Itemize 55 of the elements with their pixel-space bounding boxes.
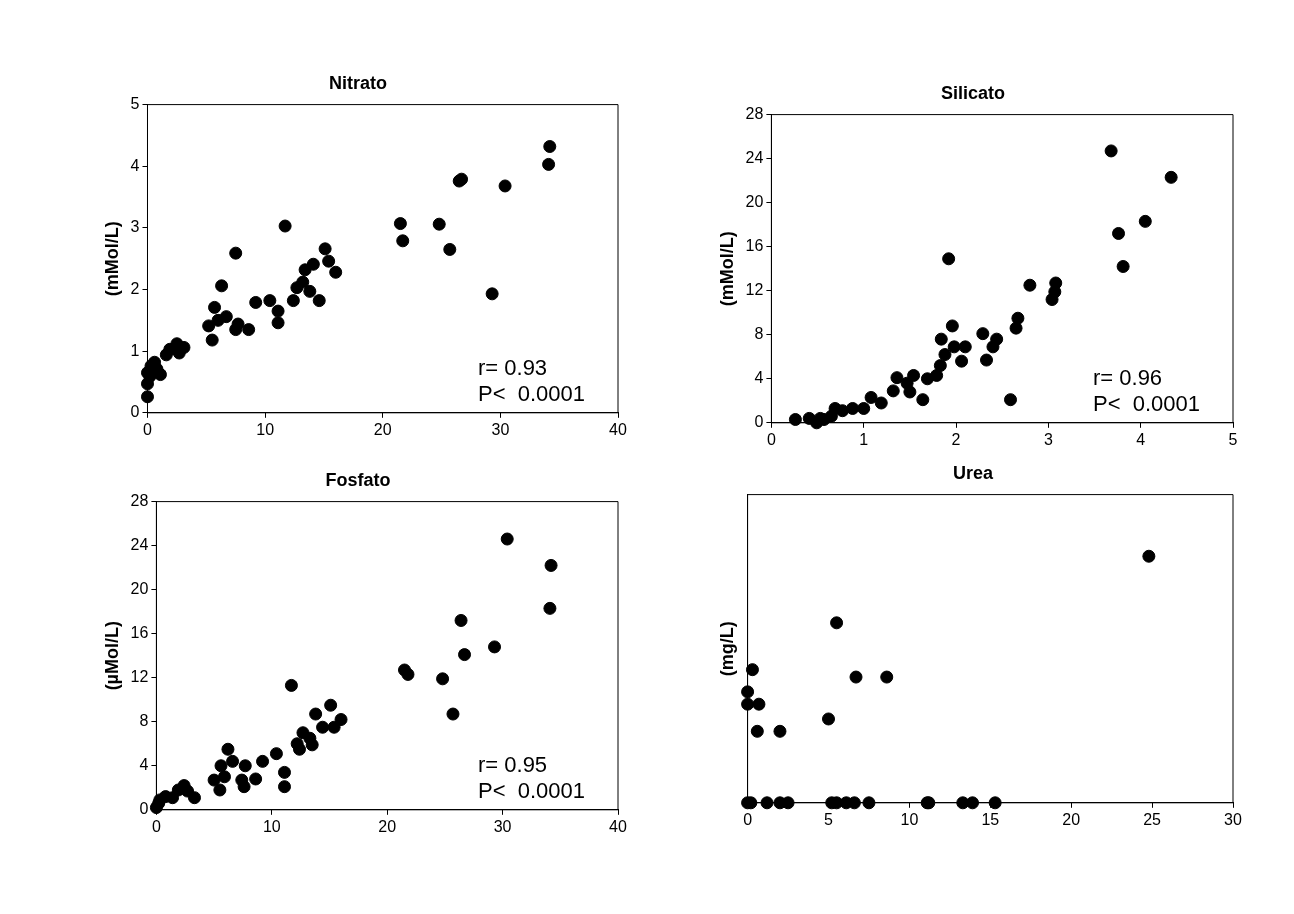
x-tick-label: 10	[262, 817, 281, 835]
y-tick-label: 0	[130, 403, 140, 421]
annotation: P< 0.0001	[478, 380, 586, 406]
annotation: P< 0.0001	[1093, 390, 1201, 416]
y-tick-label: 28	[745, 105, 764, 123]
chart-title: Fosfato	[325, 469, 391, 490]
y-tick-label: 16	[130, 624, 149, 642]
x-tick-label: 15	[981, 810, 1000, 828]
x-tick-label: 20	[1062, 810, 1081, 828]
y-axis-title: (mMol/L)	[716, 231, 737, 307]
annotation: r= 0.95	[478, 751, 548, 777]
y-tick-label: 4	[139, 756, 149, 774]
y-tick-label: 20	[745, 193, 764, 211]
x-tick-label: 20	[378, 817, 397, 835]
x-tick-label: 5	[1228, 430, 1238, 448]
x-tick-label: 0	[151, 817, 161, 835]
annotation: r= 0.96	[1093, 364, 1163, 390]
y-tick-label: 1	[130, 341, 140, 359]
x-tick-label: 0	[766, 430, 776, 448]
x-tick-label: 40	[609, 817, 627, 835]
annotation: r= 0.93	[478, 354, 548, 380]
y-tick-label: 24	[130, 536, 149, 554]
chart-title: Urea	[952, 462, 994, 483]
x-tick-label: 10	[900, 810, 919, 828]
annotation: P< 0.0001	[478, 777, 586, 803]
x-tick-label: 10	[256, 420, 275, 438]
x-tick-label: 40	[609, 420, 627, 438]
x-tick-label: 30	[491, 420, 510, 438]
y-axis-title: (µMol/L)	[101, 621, 122, 691]
chart-title: Silicato	[940, 82, 1006, 103]
y-axis-title: (mMol/L)	[101, 221, 122, 297]
x-tick-label: 30	[493, 817, 512, 835]
chart-title: Nitrato	[329, 72, 387, 93]
x-tick-label: 25	[1143, 810, 1162, 828]
x-tick-label: 2	[951, 430, 961, 448]
y-tick-label: 4	[130, 156, 140, 174]
x-tick-label: 4	[1136, 430, 1146, 448]
y-tick-label: 12	[745, 281, 764, 299]
y-tick-label: 12	[130, 668, 149, 686]
y-tick-label: 2	[130, 279, 140, 297]
y-tick-label: 3	[130, 218, 140, 236]
x-tick-label: 20	[373, 420, 392, 438]
y-tick-label: 24	[745, 149, 764, 167]
y-tick-label: 5	[130, 95, 140, 113]
y-tick-label: 8	[139, 712, 149, 730]
y-axis-title: (mg/L)	[716, 621, 737, 677]
x-tick-label: 5	[824, 810, 834, 828]
y-tick-label: 8	[754, 325, 764, 343]
y-tick-label: 20	[130, 580, 149, 598]
x-tick-label: 3	[1043, 430, 1053, 448]
y-tick-label: 28	[130, 492, 149, 510]
y-tick-label: 16	[745, 237, 764, 255]
y-tick-label: 4	[754, 369, 764, 387]
x-tick-label: 1	[859, 430, 869, 448]
x-tick-label: 30	[1224, 810, 1242, 828]
